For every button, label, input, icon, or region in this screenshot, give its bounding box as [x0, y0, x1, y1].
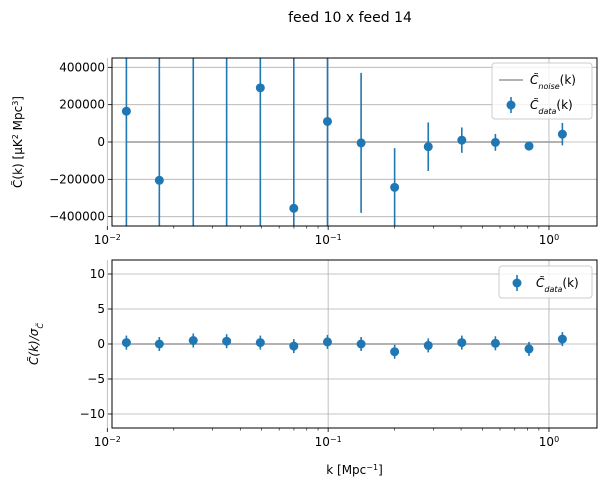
bottom-y-ticks: −10 −5 0 5 10 — [80, 267, 112, 421]
y-tick-label: 0 — [97, 135, 105, 149]
legend-marker — [506, 100, 516, 110]
y-tick-label: −200000 — [49, 172, 105, 186]
bottom-data-series — [121, 332, 567, 359]
data-point — [490, 137, 500, 147]
bottom-panel: −10 −5 0 5 10 10−2 10−1 100 C̃(k)/σC̃ k [Mpc−1… — [27, 259, 598, 478]
top-data-series — [121, 58, 567, 226]
legend-data-label: C̃data(k) — [530, 98, 573, 116]
data-point — [390, 347, 400, 357]
y-tick-label: −5 — [87, 372, 105, 386]
data-point — [524, 344, 534, 354]
data-point — [356, 138, 366, 148]
data-point — [289, 341, 299, 351]
data-point — [524, 141, 534, 151]
bottom-x-ticks: 10−2 10−1 100 — [94, 428, 559, 449]
figure-title: feed 10 x feed 14 — [288, 10, 412, 26]
top-x-ticks: 10−2 10−1 100 — [94, 226, 559, 247]
data-point — [255, 338, 265, 348]
x-tick-label: 100 — [539, 435, 559, 450]
bottom-legend-box — [498, 265, 593, 299]
data-point — [423, 142, 433, 152]
y-tick-label: 5 — [97, 302, 105, 316]
top-y-axis-label: C̃(k) [μK2 Mpc3] — [11, 96, 26, 188]
data-point — [255, 83, 265, 93]
bottom-legend: C̃data(k) — [498, 265, 593, 299]
data-point — [222, 336, 232, 346]
y-tick-label: 200000 — [59, 98, 105, 112]
x-tick-label: 10−2 — [94, 233, 121, 248]
data-point — [121, 106, 131, 116]
data-point — [154, 339, 164, 349]
data-point — [121, 338, 131, 348]
data-point — [557, 334, 567, 344]
data-point — [457, 338, 467, 348]
data-point — [289, 203, 299, 213]
bottom-y-axis-label: C̃(k)/σC̃ — [27, 322, 45, 365]
data-point — [390, 182, 400, 192]
data-point — [322, 337, 332, 347]
data-point — [356, 339, 366, 349]
data-point — [457, 135, 467, 145]
data-point — [154, 175, 164, 185]
data-point — [322, 116, 332, 126]
data-point — [557, 129, 567, 139]
legend-data-swatch — [512, 275, 522, 291]
legend-data-swatch — [506, 97, 516, 113]
y-tick-label: −400000 — [49, 210, 105, 224]
legend-noise-label: C̃noise(k) — [530, 73, 576, 91]
legend-marker — [512, 278, 522, 288]
legend-data-label: C̃data(k) — [536, 276, 579, 294]
data-point — [188, 336, 198, 345]
y-tick-label: −10 — [80, 407, 105, 421]
x-tick-label: 10−1 — [315, 233, 342, 248]
x-tick-label: 10−2 — [94, 435, 121, 450]
top-y-ticks: −400000 −200000 0 200000 400000 — [49, 60, 112, 224]
x-tick-label: 10−1 — [315, 435, 342, 450]
y-tick-label: 0 — [97, 337, 105, 351]
data-point — [423, 340, 433, 350]
top-legend: C̃noise(k) C̃data(k) — [491, 62, 593, 120]
y-tick-label: 10 — [90, 267, 105, 281]
x-axis-label: k [Mpc−1] — [326, 463, 383, 478]
x-tick-label: 100 — [539, 233, 559, 248]
data-point — [490, 338, 500, 348]
top-legend-box — [491, 62, 593, 120]
y-tick-label: 400000 — [59, 60, 105, 74]
